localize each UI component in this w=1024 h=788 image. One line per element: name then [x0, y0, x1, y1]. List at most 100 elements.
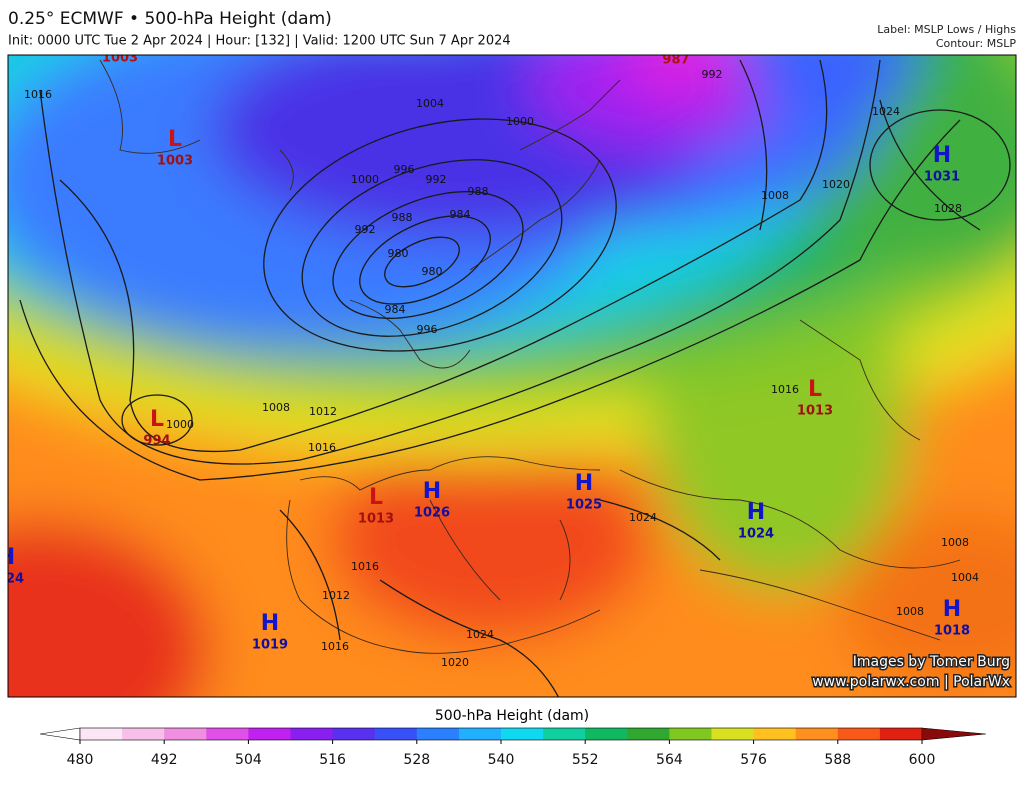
- center-letter: L: [150, 407, 164, 432]
- colorbar-over: [921, 727, 987, 741]
- contour-label: 992: [426, 173, 447, 186]
- contour-label: 988: [392, 211, 413, 224]
- contour-label: 1008: [262, 401, 290, 414]
- contour-label: 1000: [506, 115, 534, 128]
- center-value: 1025: [566, 498, 602, 513]
- contour-label: 1016: [24, 88, 52, 101]
- center-value: 1018: [934, 624, 970, 639]
- colorbar-segment: [543, 728, 586, 740]
- center-letter: H: [933, 143, 951, 168]
- contour-label: 1004: [416, 97, 444, 110]
- subtitle: Init: 0000 UTC Tue 2 Apr 2024 | Hour: [1…: [8, 34, 511, 49]
- colorbar-tick-label: 564: [656, 752, 683, 768]
- colorbar-tick-label: 576: [740, 752, 767, 768]
- center-letter: H: [261, 611, 279, 636]
- contour-label: 1012: [309, 405, 337, 418]
- contour-label: 1020: [441, 656, 469, 669]
- contour-label: 984: [450, 208, 471, 221]
- colorbar-segment: [122, 728, 165, 740]
- contour-note: Contour: MSLP: [936, 37, 1017, 50]
- colorbar-segment: [248, 728, 291, 740]
- contour-label: 996: [394, 163, 415, 176]
- partial-label: 1003: [102, 51, 138, 66]
- contour-label: 1020: [822, 178, 850, 191]
- center-letter: H: [943, 597, 961, 622]
- contour-label: 1016: [321, 640, 349, 653]
- center-value: 1013: [797, 404, 833, 419]
- title: 0.25° ECMWF • 500-hPa Height (dam): [8, 9, 332, 29]
- contour-label: 1000: [351, 173, 379, 186]
- contour-label: 1028: [934, 202, 962, 215]
- colorbar-tick-label: 504: [235, 752, 262, 768]
- colorbar-tick-label: 516: [319, 752, 346, 768]
- contour-label: 1016: [308, 441, 336, 454]
- center-value: 1019: [252, 638, 288, 653]
- contour-label: 992: [355, 223, 376, 236]
- coastlines: [99, 59, 961, 654]
- contour-label: 980: [388, 247, 409, 260]
- colorbar-segment: [416, 728, 460, 740]
- colorbar-segment: [164, 728, 207, 740]
- contour-label: 1004: [951, 571, 979, 584]
- pressure-centers: L 1003 L 994 L 1013 L 1013 H 1026 H 1025 H 1024 H 1031 H…: [0, 127, 970, 653]
- contour-label: 996: [417, 323, 438, 336]
- colorbar-segment: [753, 728, 797, 740]
- center-value: 1024: [738, 527, 774, 542]
- contour-label: 1008: [896, 605, 924, 618]
- colorbar-segment: [290, 728, 334, 740]
- contour-label: 1012: [322, 589, 350, 602]
- contour-label: 1016: [351, 560, 379, 573]
- colorbar-tick-label: 540: [488, 752, 515, 768]
- contour-label: 988: [468, 185, 489, 198]
- contour-label: 984: [385, 303, 406, 316]
- center-letter: H: [423, 479, 441, 504]
- center-value: 1026: [414, 506, 450, 521]
- colorbar-tick-label: 588: [824, 752, 851, 768]
- center-letter: L: [168, 127, 182, 152]
- center-letter: H: [0, 545, 15, 570]
- colorbar-segment: [332, 728, 376, 740]
- center-letter: H: [575, 471, 593, 496]
- center-value: 994: [143, 434, 170, 449]
- colorbar-segment: [669, 728, 712, 740]
- colorbar-segment: [879, 728, 923, 740]
- contour-label: 1024: [629, 511, 657, 524]
- colorbar-segment: [795, 728, 839, 740]
- colorbar-segment: [627, 728, 670, 740]
- center-letter: L: [808, 377, 822, 402]
- colorbar-under: [39, 727, 81, 741]
- colorbar-tick-label: 552: [572, 752, 599, 768]
- map-frame: [7, 54, 1017, 698]
- contour-label: 1024: [466, 628, 494, 641]
- colorbar-segment: [458, 728, 502, 740]
- isobars: [19, 59, 1011, 697]
- center-value: 1013: [358, 512, 394, 527]
- contour-label: 1016: [771, 383, 799, 396]
- center-value: 1024: [0, 572, 24, 587]
- colorbar-segment: [206, 728, 249, 740]
- colorbar-tick-label: 600: [909, 752, 936, 768]
- center-value: 1031: [924, 170, 960, 185]
- contour-label: 1008: [761, 189, 789, 202]
- colorbar-segment: [374, 728, 418, 740]
- contour-labels: 1004 1000 996 992 988 984 1000 992 988 980 980 984 9…: [24, 68, 979, 669]
- colorbar-segment: [711, 728, 755, 740]
- website: www.polarwx.com | PolarWx: [812, 674, 1010, 690]
- colorbar-title: 500-hPa Height (dam): [435, 708, 589, 724]
- contour-label: 1000: [166, 418, 194, 431]
- center-value: 1003: [157, 154, 193, 169]
- contour-label: 1008: [941, 536, 969, 549]
- colorbar-segment: [837, 728, 881, 740]
- colorbar: 480 492 504 516 528 540 552 564 576 588 600: [39, 727, 987, 768]
- center-letter: L: [369, 485, 383, 510]
- colorbar-tick-label: 480: [67, 752, 94, 768]
- center-letter: H: [747, 500, 765, 525]
- contour-label: 980: [422, 265, 443, 278]
- contour-label: 1024: [872, 105, 900, 118]
- credit: Images by Tomer Burg: [853, 654, 1010, 670]
- colorbar-segment: [80, 728, 123, 740]
